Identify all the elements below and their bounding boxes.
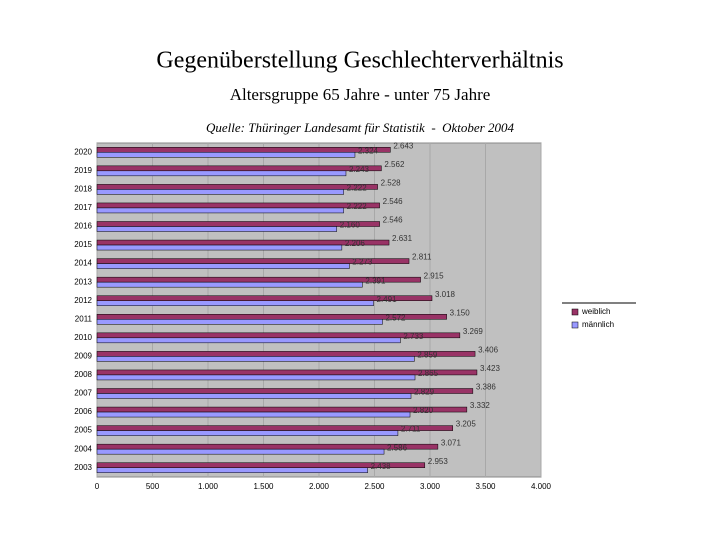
y-tick-label: 2016 bbox=[74, 222, 92, 231]
y-tick-label: 2013 bbox=[74, 277, 92, 286]
bar bbox=[96, 263, 350, 269]
bar bbox=[96, 374, 416, 381]
value-label: 2.438 bbox=[371, 462, 392, 471]
value-label: 2.391 bbox=[365, 276, 386, 285]
bar bbox=[96, 165, 382, 172]
y-tick-label: 2009 bbox=[74, 351, 92, 360]
bar bbox=[96, 411, 411, 418]
bar bbox=[96, 448, 385, 455]
legend-label: weiblich bbox=[581, 307, 610, 316]
y-tick-label: 2019 bbox=[74, 166, 92, 175]
y-tick-label: 2007 bbox=[74, 389, 92, 398]
value-label: 2.206 bbox=[345, 239, 366, 248]
value-label: 3.269 bbox=[463, 327, 484, 336]
value-label: 2.953 bbox=[428, 457, 449, 466]
value-label: 2.243 bbox=[349, 165, 370, 174]
bar bbox=[96, 337, 401, 344]
y-tick-label: 2010 bbox=[74, 333, 92, 342]
y-tick-label: 2005 bbox=[74, 426, 92, 435]
value-label: 3.205 bbox=[456, 420, 477, 429]
x-tick-label: 500 bbox=[146, 482, 160, 491]
x-tick-label: 1.000 bbox=[198, 482, 219, 491]
value-label: 2.586 bbox=[387, 443, 408, 452]
x-tick-label: 2.500 bbox=[364, 482, 385, 491]
value-label: 2.546 bbox=[383, 216, 404, 225]
chart-subtitle: Altersgruppe 65 Jahre - unter 75 Jahre bbox=[230, 85, 491, 104]
bar bbox=[96, 281, 363, 288]
value-label: 2.865 bbox=[418, 369, 439, 378]
value-label: 2.711 bbox=[401, 425, 421, 434]
bar bbox=[96, 170, 347, 177]
legend-swatch bbox=[571, 308, 579, 316]
x-tick-label: 1.500 bbox=[253, 482, 274, 491]
y-tick-label: 2003 bbox=[74, 463, 92, 472]
bar bbox=[96, 207, 344, 214]
y-tick-label: 2018 bbox=[74, 184, 92, 193]
value-label: 2.820 bbox=[413, 406, 434, 415]
legend-swatch bbox=[571, 321, 579, 329]
source-note: Quelle: Thüringer Landesamt für Statisti… bbox=[206, 120, 515, 135]
value-label: 3.423 bbox=[480, 364, 501, 373]
bar bbox=[96, 393, 412, 399]
y-tick-label: 2015 bbox=[74, 240, 92, 249]
bar bbox=[96, 221, 380, 227]
bar bbox=[96, 226, 338, 232]
bar bbox=[96, 184, 378, 190]
y-tick-label: 2020 bbox=[74, 147, 92, 156]
bar bbox=[96, 202, 380, 209]
y-tick-label: 2012 bbox=[74, 296, 92, 305]
bar bbox=[96, 406, 468, 413]
bar bbox=[96, 152, 356, 158]
value-label: 2.733 bbox=[403, 332, 424, 341]
y-tick-label: 2017 bbox=[74, 203, 92, 212]
chart-title: Gegenüberstellung Geschlechterverhältnis bbox=[156, 48, 563, 74]
bar bbox=[96, 430, 399, 436]
value-label: 2.160 bbox=[340, 221, 361, 230]
bar bbox=[96, 244, 343, 251]
y-tick-label: 2011 bbox=[75, 314, 93, 323]
bar bbox=[96, 467, 368, 473]
legend-label: männlich bbox=[582, 320, 614, 329]
x-tick-label: 2.000 bbox=[309, 482, 330, 491]
value-label: 2.273 bbox=[352, 258, 373, 267]
value-label: 3.386 bbox=[476, 383, 497, 392]
value-label: 2.562 bbox=[384, 160, 405, 169]
value-label: 2.491 bbox=[377, 295, 398, 304]
bar bbox=[96, 425, 454, 431]
y-tick-label: 2014 bbox=[74, 259, 92, 268]
x-tick-label: 0 bbox=[95, 482, 100, 491]
y-tick-label: 2008 bbox=[74, 370, 92, 379]
value-label: 2.631 bbox=[392, 234, 413, 243]
bar bbox=[96, 319, 383, 325]
value-label: 3.018 bbox=[435, 290, 456, 299]
value-label: 2.915 bbox=[424, 271, 445, 280]
value-label: 2.222 bbox=[347, 183, 368, 192]
value-label: 2.572 bbox=[385, 313, 406, 322]
x-tick-label: 3.500 bbox=[475, 482, 496, 491]
value-label: 3.150 bbox=[450, 308, 471, 317]
value-label: 2.222 bbox=[347, 202, 368, 211]
x-tick-label: 3.000 bbox=[420, 482, 441, 491]
value-label: 2.811 bbox=[412, 253, 432, 262]
y-tick-label: 2004 bbox=[74, 444, 92, 453]
y-tick-label: 2006 bbox=[74, 407, 92, 416]
value-label: 3.071 bbox=[441, 438, 462, 447]
value-label: 3.406 bbox=[478, 345, 499, 354]
bar bbox=[96, 356, 415, 362]
bar bbox=[96, 300, 374, 306]
value-label: 2.546 bbox=[383, 197, 404, 206]
value-label: 2.324 bbox=[358, 146, 379, 155]
value-label: 3.332 bbox=[470, 401, 491, 410]
bar bbox=[96, 147, 391, 153]
x-tick-label: 4.000 bbox=[531, 482, 552, 491]
value-label: 2.859 bbox=[417, 350, 438, 359]
bar bbox=[96, 189, 344, 195]
value-label: 2.829 bbox=[414, 388, 435, 397]
value-label: 2.528 bbox=[381, 178, 402, 187]
value-label: 2.643 bbox=[393, 141, 414, 150]
